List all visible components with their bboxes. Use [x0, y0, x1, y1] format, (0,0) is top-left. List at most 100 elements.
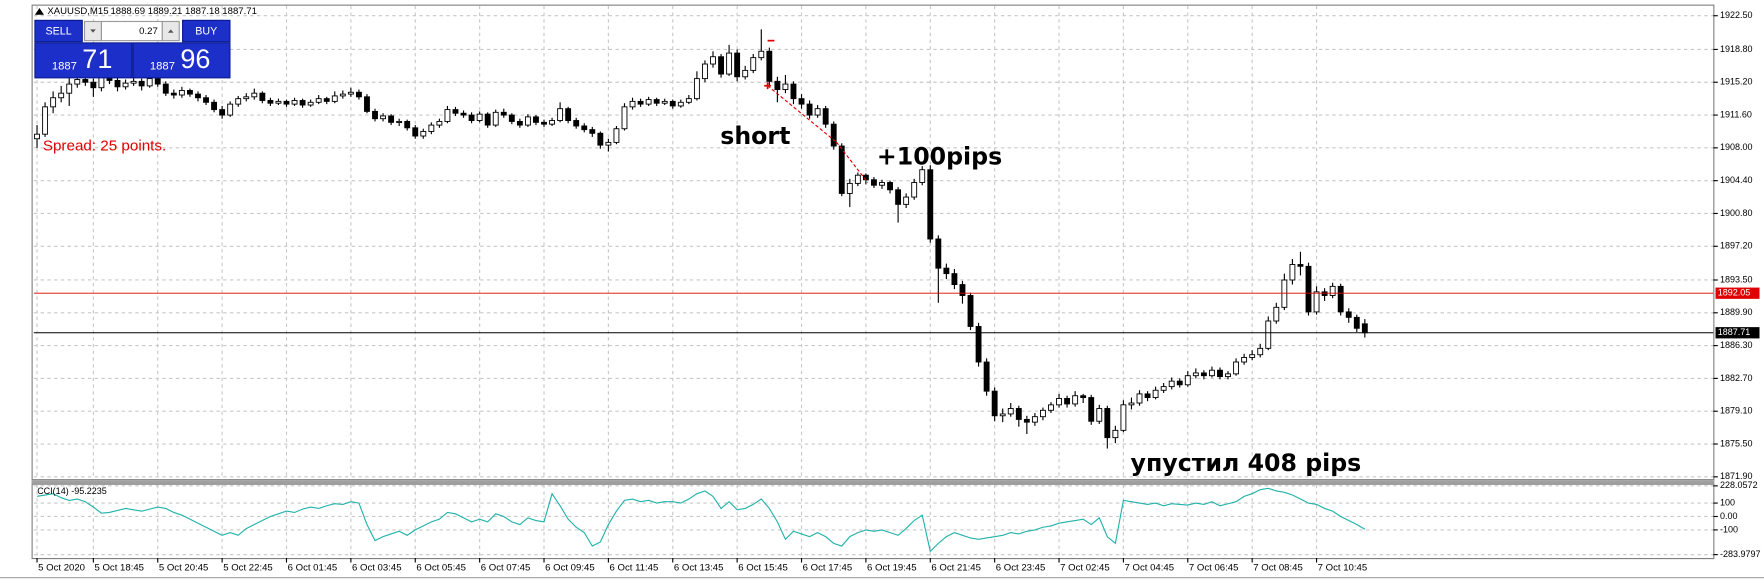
candle-body: [524, 116, 531, 126]
candle-body: [846, 182, 853, 194]
bid-small: 71: [82, 44, 112, 74]
sell-button[interactable]: [34, 19, 83, 43]
candle-body: [307, 101, 314, 106]
candle-body: [1225, 373, 1231, 378]
trade-line: [767, 85, 837, 143]
indicator-title: CCI(14) -95.2235: [37, 486, 107, 496]
buy-button[interactable]: [182, 19, 231, 43]
candle-body: [854, 174, 861, 184]
candle-body: [1345, 311, 1352, 318]
candle-body: [1209, 369, 1215, 377]
x-tick-label: 7 Oct 02:45: [1060, 563, 1110, 574]
candle-body: [790, 83, 797, 100]
candle-body: [355, 91, 362, 98]
candle-body: [1104, 408, 1111, 439]
candle-body: [677, 101, 684, 107]
candle-body: [98, 76, 105, 89]
candle-body: [476, 113, 483, 121]
candle-body: [347, 91, 354, 95]
candle-body: [1361, 323, 1368, 334]
candle-body: [372, 110, 378, 120]
candle-body: [645, 99, 652, 105]
candle-body: [1200, 372, 1207, 377]
candle-body: [412, 127, 419, 137]
candle-body: [122, 82, 129, 88]
candle-body: [74, 79, 81, 85]
candle-body: [1112, 429, 1119, 439]
annotation: +100pips: [877, 142, 1002, 170]
candle-body: [251, 92, 258, 98]
x-tick-label: 6 Oct 03:45: [352, 563, 402, 574]
candle-body: [211, 101, 218, 111]
candle-body: [259, 92, 266, 101]
candle-body: [1023, 418, 1030, 423]
candle-body: [975, 326, 982, 363]
buy-label[interactable]: BUY: [195, 25, 217, 37]
candle-body: [187, 89, 193, 95]
candle-body: [178, 89, 185, 96]
x-tick-label: 6 Oct 15:45: [738, 563, 788, 574]
candle-body: [170, 92, 177, 96]
x-tick-label: 6 Oct 19:45: [867, 563, 917, 574]
candle-body: [1144, 393, 1151, 399]
candle-body: [1353, 316, 1360, 329]
volume-value[interactable]: 0.27: [139, 26, 158, 37]
candle-body: [1241, 357, 1248, 363]
candle-body: [1281, 279, 1288, 308]
candle-body: [967, 295, 974, 327]
sell-label[interactable]: SELL: [46, 25, 72, 37]
candle-body: [999, 413, 1006, 417]
candle-body: [452, 109, 459, 114]
y-tick-label: 1879.10: [1720, 406, 1753, 416]
candle-body: [58, 92, 65, 99]
candle-body: [1160, 386, 1167, 391]
candle-body: [1313, 291, 1320, 313]
ask-box[interactable]: [132, 42, 231, 79]
candle-body: [1152, 389, 1159, 399]
candle-body: [291, 100, 298, 105]
candle-body: [597, 132, 604, 146]
price-tag-label: 1892.05: [1718, 288, 1751, 298]
candle-body: [82, 79, 89, 83]
x-tick-label: 6 Oct 05:45: [416, 563, 466, 574]
candle-body: [380, 115, 386, 120]
y-tick-label: 1918.80: [1720, 44, 1753, 54]
candle-body: [774, 80, 781, 90]
entry-mark: [764, 82, 771, 90]
candle-body: [1265, 320, 1272, 349]
candle-body: [895, 189, 902, 205]
candle-body: [1096, 408, 1103, 422]
candle-body: [927, 169, 934, 240]
candle-body: [798, 98, 805, 105]
y-tick-label: 1915.20: [1720, 77, 1753, 87]
candle-body: [533, 116, 539, 123]
pane-separator: [31, 480, 1715, 484]
candle-body: [991, 390, 998, 417]
annotation: short: [720, 122, 790, 150]
candle-body: [549, 120, 555, 125]
candle-body: [130, 80, 137, 84]
candle-body: [661, 100, 668, 104]
candle-body: [1321, 291, 1328, 296]
candle-body: [154, 78, 161, 85]
candle-body: [879, 182, 885, 186]
candle-body: [66, 83, 73, 94]
y-tick-label: 1908.00: [1720, 142, 1753, 152]
x-tick-label: 7 Oct 08:45: [1253, 563, 1303, 574]
candle-body: [203, 97, 209, 103]
candle-body: [396, 120, 403, 124]
x-tick-label: 6 Oct 17:45: [803, 563, 853, 574]
candle-body: [911, 182, 918, 198]
trade-line: [835, 141, 869, 184]
candle-body: [935, 238, 942, 269]
candle-body: [629, 100, 636, 108]
candle-body: [1305, 265, 1312, 313]
x-tick-label: 7 Oct 10:45: [1318, 563, 1368, 574]
annotation: упустил 408 pips: [1131, 449, 1362, 477]
candle-body: [500, 111, 507, 116]
bid-box[interactable]: [34, 42, 133, 79]
candle-body: [444, 109, 451, 122]
candle-body: [1233, 361, 1240, 375]
